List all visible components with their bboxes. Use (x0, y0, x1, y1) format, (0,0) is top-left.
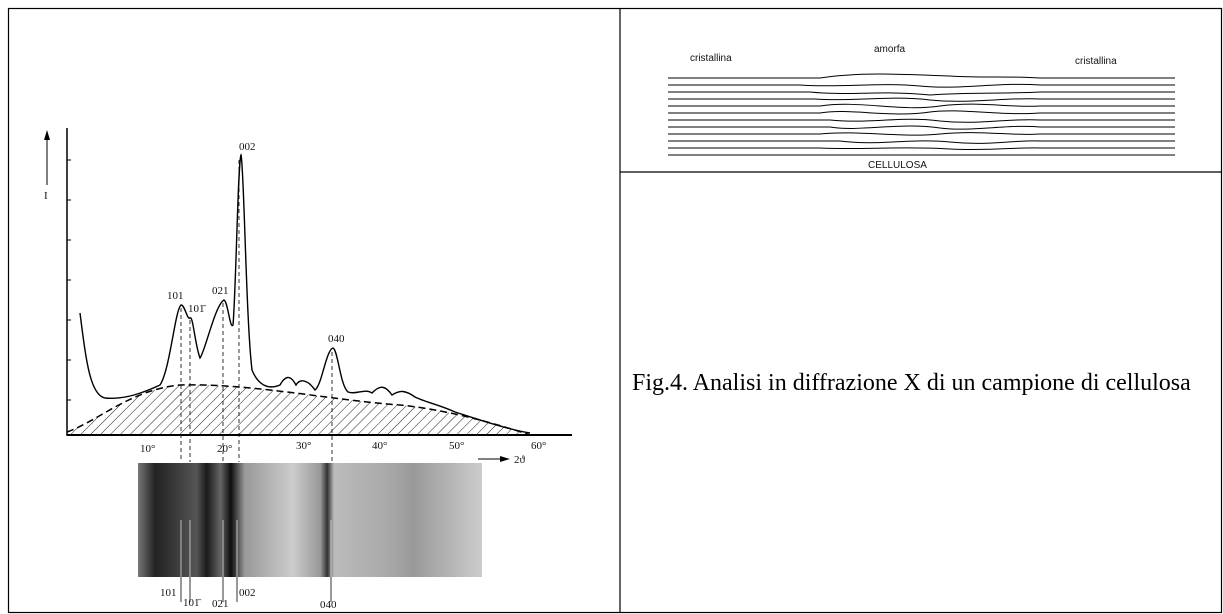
y-axis-label: I (44, 190, 48, 202)
cellulose-label: CELLULOSA (868, 160, 927, 171)
cellulose-label: amorfa (874, 44, 906, 55)
x-tick-label: 30° (296, 440, 311, 452)
x-arrow-head (500, 456, 510, 462)
photo-label: 040 (320, 599, 337, 611)
peak-label: 101̄ (188, 303, 207, 315)
amorphous-area (66, 384, 531, 436)
y-ticks (67, 159, 71, 401)
peak-label: 101 (167, 290, 184, 302)
peak-label: 002 (239, 141, 256, 153)
photo-label: 101̄ (183, 597, 202, 609)
diffraction-plot: I 2ϑ 10° 20° 30° 40° 50° 60° 101 101̄ 02… (44, 128, 572, 611)
photo-label: 021 (212, 598, 229, 610)
x-tick-label: 60° (531, 440, 546, 452)
cellulose-label: cristallina (1075, 56, 1117, 67)
chains (668, 73, 1175, 156)
peak-label: 021 (212, 285, 229, 297)
peak-guides (180, 160, 333, 462)
photo-lines (180, 520, 332, 577)
x-tick-label: 40° (372, 440, 387, 452)
x-tick-label: 50° (449, 440, 464, 452)
cellulose-diagram: cristallina amorfa cristallina CELLULOSA (668, 44, 1175, 171)
x-axis-label: 2ϑ (514, 454, 526, 466)
photo-label: 002 (239, 587, 256, 599)
table-borders (7, 7, 1223, 614)
photo-lines-below (180, 577, 332, 602)
diffraction-photo (138, 463, 482, 577)
cellulose-label: cristallina (690, 53, 732, 64)
photo-label: 101 (160, 587, 177, 599)
x-tick-label: 20° (217, 443, 232, 455)
diffraction-curve (79, 153, 531, 434)
peak-label: 040 (328, 333, 345, 345)
caption: Fig.4. Analisi in diffrazione X di un ca… (632, 370, 1191, 396)
y-arrow-head (44, 130, 50, 140)
x-tick-label: 10° (140, 443, 155, 455)
